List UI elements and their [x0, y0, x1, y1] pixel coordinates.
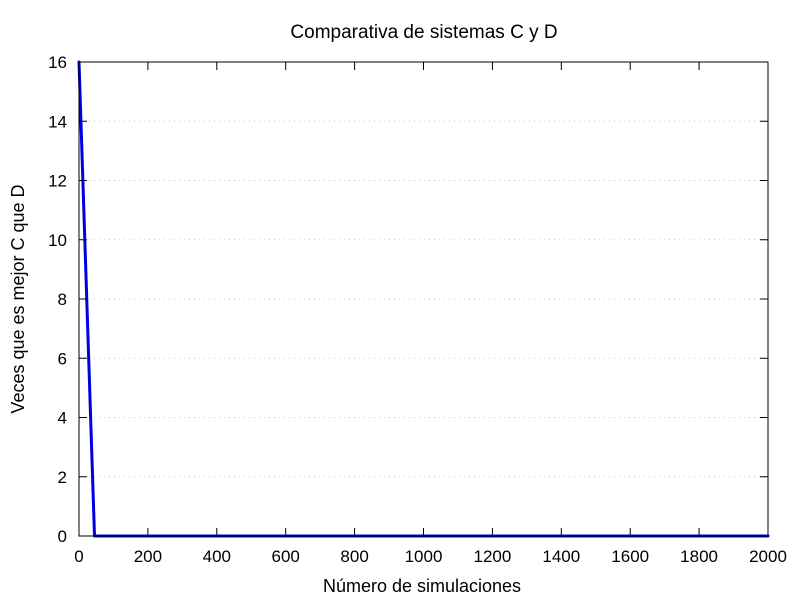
y-tick-label: 0: [58, 527, 67, 546]
x-tick-label: 1000: [405, 547, 443, 566]
x-tick-label: 1200: [473, 547, 511, 566]
x-tick-label: 1800: [680, 547, 718, 566]
y-axis-label: Veces que es mejor C que D: [8, 184, 28, 413]
axis-ticks: 0 2 4 6 8 10 12 14 16 0 200 400 600 800 1000 1200 1400 16…: [48, 53, 787, 566]
y-tick-label: 10: [48, 231, 67, 250]
y-tick-label: 2: [58, 468, 67, 487]
y-tick-label: 14: [48, 112, 67, 131]
chart-title: Comparativa de sistemas C y D: [290, 22, 557, 43]
y-tick-label: 8: [58, 290, 67, 309]
x-tick-label: 0: [74, 547, 83, 566]
grid-lines: [79, 120, 768, 478]
x-tick-label: 2000: [749, 547, 787, 566]
x-tick-label: 600: [272, 547, 300, 566]
y-tick-label: 6: [58, 349, 67, 368]
x-tick-label: 1400: [542, 547, 580, 566]
x-tick-label: 400: [203, 547, 231, 566]
y-tick-label: 4: [58, 409, 67, 428]
y-tick-label: 16: [48, 53, 67, 72]
x-tick-label: 800: [340, 547, 368, 566]
x-axis-label: Número de simulaciones: [323, 576, 521, 596]
x-tick-label: 200: [134, 547, 162, 566]
x-tick-label: 1600: [611, 547, 649, 566]
y-tick-label: 12: [48, 172, 67, 191]
